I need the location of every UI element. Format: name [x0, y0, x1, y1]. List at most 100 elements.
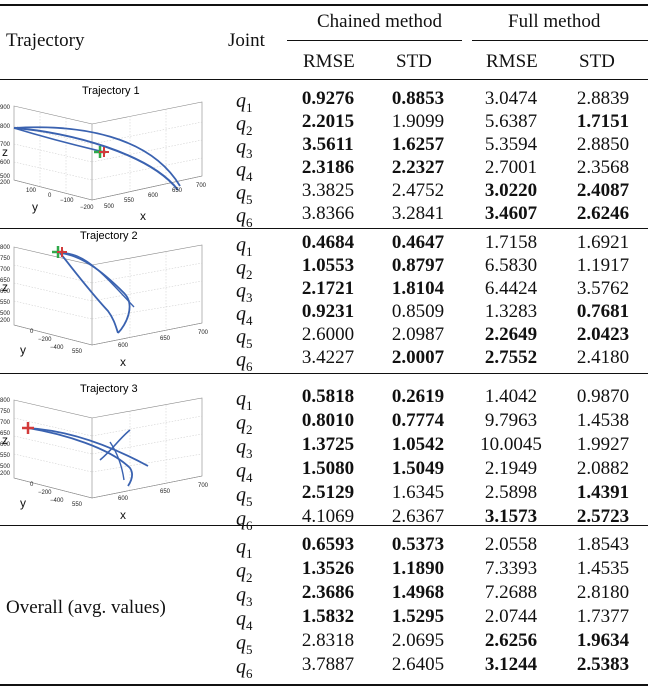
z-tick-label: 600	[0, 160, 11, 166]
joint-index: 3	[246, 594, 253, 609]
joint-index: 2	[246, 123, 253, 138]
joint-symbol: q	[236, 159, 246, 181]
joint-index: 3	[246, 146, 253, 161]
header-joint: Joint	[228, 30, 265, 51]
full-std-cell: 2.8850	[576, 134, 630, 155]
header-chained-rmse: RMSE	[303, 51, 355, 72]
full-rmse-cell: 3.1573	[484, 506, 538, 527]
chained-rmse-cell: 1.3725	[301, 434, 355, 455]
chained-rmse-cell: 0.8010	[301, 410, 355, 431]
chained-std-cell: 2.2327	[391, 157, 445, 178]
full-rmse-cell: 7.3393	[484, 558, 538, 579]
header-full-method: Full method	[508, 11, 601, 32]
joint-label: q3	[236, 280, 253, 306]
header-trajectory: Trajectory	[6, 30, 85, 51]
chained-rmse-cell: 1.5080	[301, 458, 355, 479]
full-rmse-cell: 3.4607	[484, 203, 538, 224]
joint-index: 3	[246, 290, 253, 305]
joint-symbol: q	[236, 113, 246, 135]
chained-rmse-cell: 2.3686	[301, 582, 355, 603]
joint-index: 6	[246, 359, 253, 374]
joint-index: 5	[246, 642, 253, 657]
full-rmse-cell: 2.0558	[484, 534, 538, 555]
joint-symbol: q	[236, 303, 246, 325]
z-tick-label: 550	[0, 453, 11, 459]
y-tick-label: −400	[50, 498, 64, 504]
x-tick-label: 500	[104, 204, 115, 210]
joint-index: 5	[246, 192, 253, 207]
joint-label: q3	[236, 584, 253, 610]
header-group-rule-full	[472, 40, 648, 41]
full-rmse-cell: 6.4424	[484, 278, 538, 299]
joint-index: 1	[246, 546, 253, 561]
full-std-cell: 1.6921	[576, 232, 630, 253]
joint-label: q6	[236, 349, 253, 375]
full-std-cell: 2.3568	[576, 157, 630, 178]
joint-index: 4	[246, 169, 253, 184]
z-axis-label: z	[2, 145, 8, 159]
x-tick-label: 700	[198, 483, 209, 489]
full-std-cell: 1.4535	[576, 558, 630, 579]
joint-index: 4	[246, 618, 253, 633]
chained-rmse-cell: 2.1721	[301, 278, 355, 299]
full-rmse-cell: 7.2688	[484, 582, 538, 603]
bottom-rule	[0, 684, 648, 686]
full-rmse-cell: 10.0045	[480, 434, 542, 455]
joint-symbol: q	[236, 632, 246, 654]
joint-symbol: q	[236, 205, 246, 227]
x-axis-label: x	[120, 355, 126, 369]
full-std-cell: 0.7681	[576, 301, 630, 322]
joint-label: q5	[236, 484, 253, 510]
chained-rmse-cell: 3.7887	[301, 654, 355, 675]
chained-std-cell: 0.7774	[391, 410, 445, 431]
joint-label: q4	[236, 159, 253, 185]
joint-label: q1	[236, 234, 253, 260]
full-rmse-cell: 2.7001	[484, 157, 538, 178]
full-rmse-cell: 2.0744	[484, 606, 538, 627]
z-tick-label: 650	[0, 278, 11, 284]
chained-rmse-cell: 0.9231	[301, 301, 355, 322]
z-tick-label: 700	[0, 267, 11, 273]
joint-symbol: q	[236, 584, 246, 606]
joint-symbol: q	[236, 536, 246, 558]
joint-label: q4	[236, 303, 253, 329]
plot-title: Trajectory 2	[80, 230, 138, 242]
full-rmse-cell: 2.2649	[484, 324, 538, 345]
x-tick-label: 550	[72, 349, 83, 355]
z-tick-label: 800	[0, 124, 11, 130]
full-std-cell: 1.8543	[576, 534, 630, 555]
full-std-cell: 1.9634	[576, 630, 630, 651]
joint-symbol: q	[236, 182, 246, 204]
y-tick-label: −200	[80, 205, 94, 211]
joint-label: q2	[236, 412, 253, 438]
joint-index: 3	[246, 446, 253, 461]
y-tick-label: −400	[50, 345, 64, 351]
header-full-rmse: RMSE	[486, 51, 538, 72]
chained-std-cell: 2.0987	[391, 324, 445, 345]
joint-symbol: q	[236, 560, 246, 582]
z-tick-label: 200	[0, 180, 11, 186]
full-rmse-cell: 2.6256	[484, 630, 538, 651]
x-tick-label: 700	[196, 183, 207, 189]
chained-std-cell: 1.6345	[391, 482, 445, 503]
header-chained-method: Chained method	[317, 11, 443, 32]
joint-index: 1	[246, 244, 253, 259]
full-rmse-cell: 2.1949	[484, 458, 538, 479]
x-tick-label: 600	[118, 496, 129, 502]
joint-label: q5	[236, 182, 253, 208]
chained-rmse-cell: 0.6593	[301, 534, 355, 555]
chained-rmse-cell: 2.5129	[301, 482, 355, 503]
chained-std-cell: 2.0695	[391, 630, 445, 651]
end-marker-icon	[57, 247, 67, 257]
joint-index: 4	[246, 313, 253, 328]
group-rule-2	[0, 373, 648, 374]
full-std-cell: 1.4538	[576, 410, 630, 431]
x-tick-label: 650	[160, 336, 171, 342]
z-tick-label: 500	[0, 174, 11, 180]
full-std-cell: 2.0882	[576, 458, 630, 479]
end-marker-icon	[99, 147, 109, 157]
full-std-cell: 2.8839	[576, 88, 630, 109]
y-tick-label: 0	[30, 329, 34, 335]
z-tick-label: 600	[0, 442, 11, 448]
joint-index: 6	[246, 518, 253, 533]
